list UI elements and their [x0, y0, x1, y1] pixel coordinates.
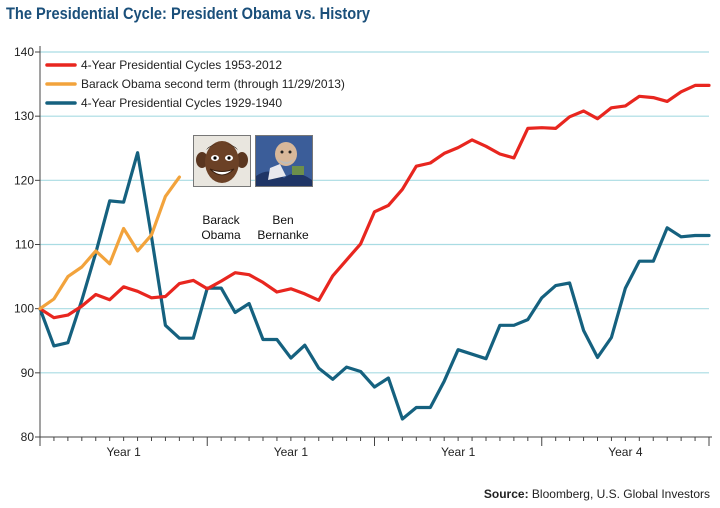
legend: 4-Year Presidential Cycles 1953-2012 Bara… — [45, 58, 345, 110]
series-line-3 — [38, 151, 711, 421]
grid-lines — [40, 51, 709, 374]
obama-caption-line1: Barack — [202, 213, 240, 227]
x-period-label-3: Year 1 — [441, 445, 476, 459]
source-text: Bloomberg, U.S. Global Investors — [531, 487, 710, 501]
bernanke-caption-line1: Ben — [272, 213, 294, 227]
bernanke-portrait — [255, 135, 313, 187]
chart-title: The Presidential Cycle: President Obama … — [6, 4, 371, 23]
y-tick-label-100: 100 — [14, 302, 34, 316]
obama-portrait — [193, 135, 251, 187]
x-period-label-1: Year 1 — [106, 445, 141, 459]
y-tick-label-80: 80 — [21, 430, 35, 444]
y-tick-label-140: 140 — [14, 45, 34, 59]
y-tick-label-130: 130 — [14, 109, 34, 123]
legend-label-3: 4-Year Presidential Cycles 1929-1940 — [81, 96, 282, 110]
source-label: Source: — [483, 487, 529, 501]
x-period-label-2: Year 1 — [274, 445, 309, 459]
x-period-label-4: Year 4 — [608, 445, 643, 459]
series-lines — [38, 83, 711, 421]
bernanke-caption-line2: Bernanke — [257, 228, 309, 242]
legend-label-1: 4-Year Presidential Cycles 1953-2012 — [81, 58, 282, 72]
obama-caption-line2: Obama — [201, 228, 241, 242]
bernanke-caption: Ben Bernanke — [248, 213, 318, 243]
series-line-2 — [38, 175, 181, 311]
obama-caricature-icon — [196, 141, 248, 183]
y-tick-label-110: 110 — [15, 238, 34, 252]
bernanke-caricature-icon — [256, 136, 312, 186]
obama-caption: Barack Obama — [186, 213, 256, 243]
y-tick-label-90: 90 — [21, 366, 35, 380]
legend-label-2: Barack Obama second term (through 11/29/… — [81, 77, 345, 91]
source-note: Source: Bloomberg, U.S. Global Investors — [484, 487, 710, 501]
y-tick-label-120: 120 — [14, 173, 34, 187]
series-line-1 — [38, 83, 711, 320]
axes: 80 90 100 110 120 130 140 Year 1 Year 1 Year 1 Yea… — [14, 45, 712, 459]
